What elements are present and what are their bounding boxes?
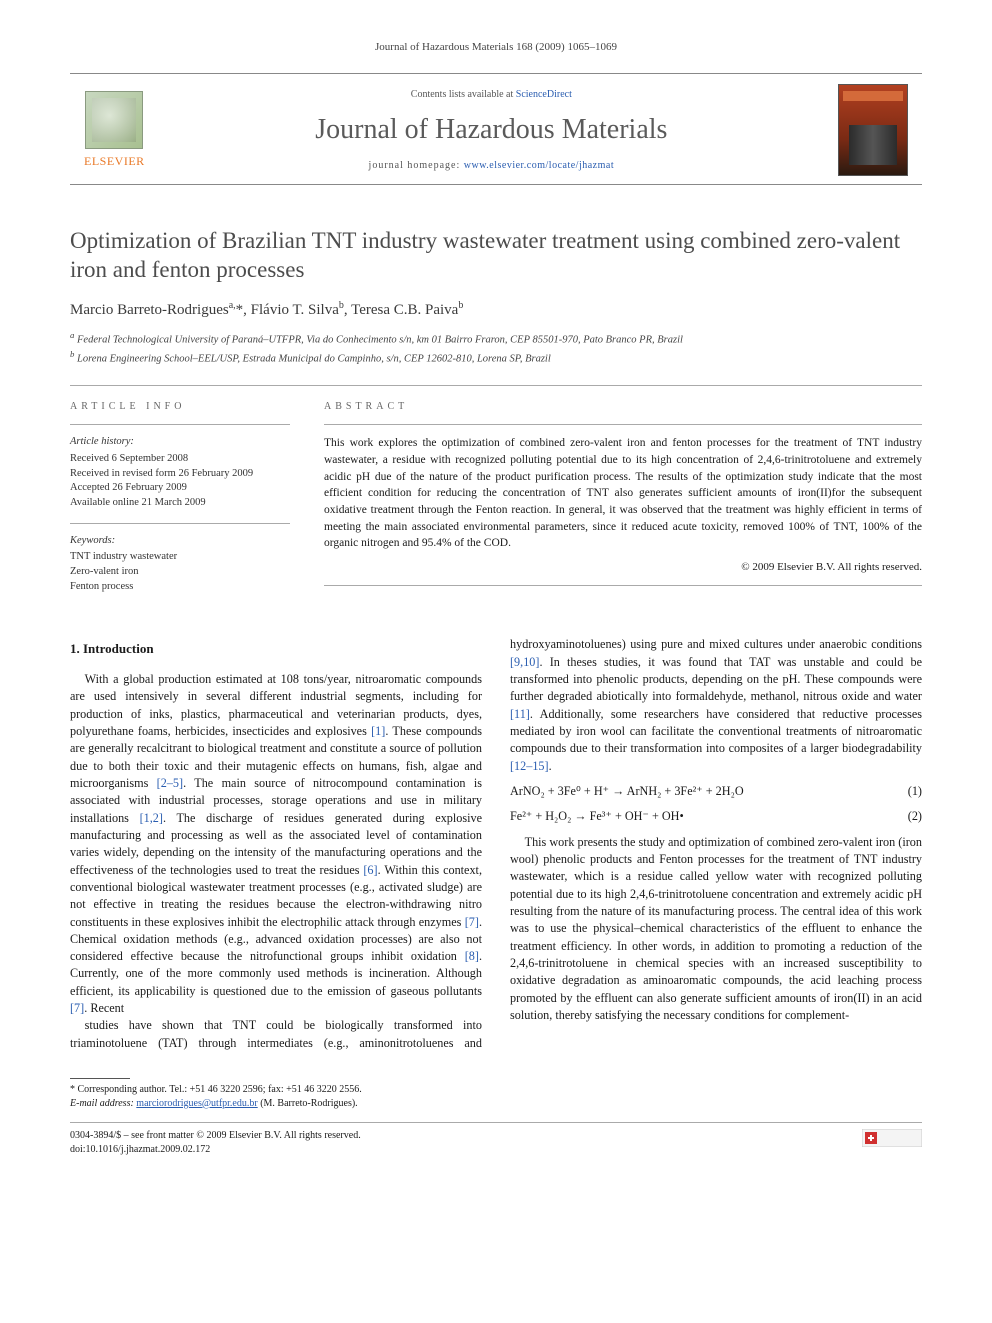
masthead: ELSEVIER Contents lists available at Sci…	[70, 73, 922, 185]
divider	[324, 424, 922, 425]
divider	[324, 585, 922, 586]
doi-line: doi:10.1016/j.jhazmat.2009.02.172	[70, 1143, 361, 1157]
footnotes: * Corresponding author. Tel.: +51 46 322…	[70, 1078, 462, 1110]
history-line: Received in revised form 26 February 200…	[70, 467, 290, 482]
corresponding-author-note: * Corresponding author. Tel.: +51 46 322…	[70, 1083, 462, 1097]
running-head: Journal of Hazardous Materials 168 (2009…	[70, 40, 922, 55]
equation-number: (2)	[908, 808, 922, 825]
divider	[70, 424, 290, 425]
publisher-name: ELSEVIER	[84, 153, 145, 170]
affiliation-a: a Federal Technological University of Pa…	[70, 329, 922, 348]
page-footer: 0304-3894/$ – see front matter © 2009 El…	[70, 1122, 922, 1157]
body-columns: 1. Introduction With a global production…	[70, 636, 922, 1052]
page: Journal of Hazardous Materials 168 (2009…	[0, 0, 992, 1187]
keywords: Keywords: TNT industry wastewater Zero-v…	[70, 534, 290, 595]
front-matter-line: 0304-3894/$ – see front matter © 2009 El…	[70, 1129, 361, 1143]
keyword: Zero-valent iron	[70, 565, 290, 580]
equation-number: (1)	[908, 783, 922, 800]
publisher-block: ELSEVIER	[84, 91, 145, 170]
masthead-center: Contents lists available at ScienceDirec…	[159, 88, 824, 173]
history-line: Available online 21 March 2009	[70, 496, 290, 511]
publisher-tree-icon	[85, 91, 143, 149]
abstract-copyright: © 2009 Elsevier B.V. All rights reserved…	[324, 560, 922, 575]
affiliation-b: b Lorena Engineering School–EEL/USP, Est…	[70, 348, 922, 367]
body-para: This work presents the study and optimiz…	[510, 834, 922, 1025]
keywords-label: Keywords:	[70, 534, 290, 549]
history-label: Article history:	[70, 435, 290, 450]
keyword: Fenton process	[70, 580, 290, 595]
affiliations: a Federal Technological University of Pa…	[70, 329, 922, 367]
equation-formula: ArNO₂ + 3Fe⁰ + H⁺ → ArNH₂ + 3Fe²⁺ + 2H₂O	[510, 783, 744, 800]
footer-right	[862, 1129, 922, 1157]
history-line: Accepted 26 February 2009	[70, 481, 290, 496]
journal-name: Journal of Hazardous Materials	[159, 110, 824, 149]
masthead-right	[838, 84, 908, 176]
sciencedirect-link[interactable]: ScienceDirect	[516, 89, 572, 100]
abstract-head: ABSTRACT	[324, 400, 922, 414]
footer-left: 0304-3894/$ – see front matter © 2009 El…	[70, 1129, 361, 1157]
footnote-rule	[70, 1078, 130, 1079]
keyword: TNT industry wastewater	[70, 550, 290, 565]
equation-1: ArNO₂ + 3Fe⁰ + H⁺ → ArNH₂ + 3Fe²⁺ + 2H₂O…	[510, 783, 922, 800]
crossmark-icon	[862, 1129, 922, 1147]
article-info: ARTICLE INFO Article history: Received 6…	[70, 400, 290, 606]
contents-prefix: Contents lists available at	[411, 89, 516, 100]
homepage-prefix: journal homepage:	[369, 160, 464, 171]
homepage-link[interactable]: www.elsevier.com/locate/jhazmat	[464, 160, 614, 171]
info-abstract-row: ARTICLE INFO Article history: Received 6…	[70, 385, 922, 606]
section-heading-1: 1. Introduction	[70, 640, 482, 658]
email-link[interactable]: marciorodrigues@utfpr.edu.br	[136, 1098, 257, 1109]
author-list: Marcio Barreto-Rodriguesa,*, Flávio T. S…	[70, 299, 922, 321]
abstract-block: ABSTRACT This work explores the optimiza…	[324, 400, 922, 606]
article-info-head: ARTICLE INFO	[70, 400, 290, 414]
journal-cover-thumb	[838, 84, 908, 176]
history-line: Received 6 September 2008	[70, 452, 290, 467]
article-title: Optimization of Brazilian TNT industry w…	[70, 227, 922, 285]
equation-2: Fe²⁺ + H₂O₂ → Fe³⁺ + OH⁻ + OH• (2)	[510, 808, 922, 825]
corresponding-email: E-mail address: marciorodrigues@utfpr.ed…	[70, 1097, 462, 1111]
article-history: Article history: Received 6 September 20…	[70, 435, 290, 510]
body-para: With a global production estimated at 10…	[70, 671, 482, 1018]
abstract-text: This work explores the optimization of c…	[324, 435, 922, 552]
equation-formula: Fe²⁺ + H₂O₂ → Fe³⁺ + OH⁻ + OH•	[510, 808, 684, 825]
contents-line: Contents lists available at ScienceDirec…	[159, 88, 824, 102]
divider	[70, 523, 290, 524]
homepage-line: journal homepage: www.elsevier.com/locat…	[159, 159, 824, 173]
